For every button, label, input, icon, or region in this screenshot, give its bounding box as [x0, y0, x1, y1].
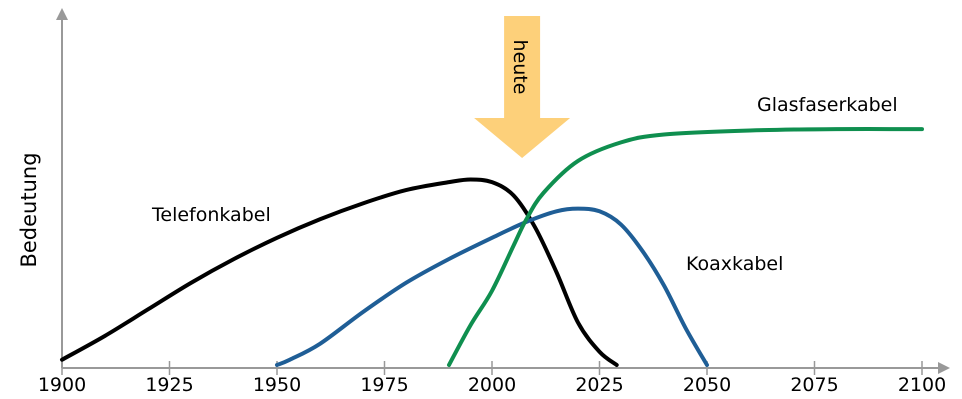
x-tick-label: 1900 [38, 374, 86, 396]
series-label-telefonkabel: Telefonkabel [151, 204, 271, 226]
x-tick-label: 1950 [253, 374, 301, 396]
y-axis-label: Bedeutung [17, 152, 41, 267]
x-axis-arrowhead [938, 362, 950, 374]
series-line-glasfaserkabel [447, 127, 924, 367]
x-tick-label: 1925 [145, 374, 193, 396]
heute-label: heute [509, 40, 531, 95]
series-label-glasfaserkabel: Glasfaserkabel [757, 94, 898, 116]
heute-arrow: heute [474, 16, 571, 158]
series-label-koaxkabel: Koaxkabel [686, 253, 783, 275]
x-tick-label: 2050 [683, 374, 731, 396]
series-lines [60, 127, 924, 367]
x-tick-label: 2075 [790, 374, 838, 396]
series-labels: Telefonkabel Koaxkabel Glasfaserkabel [151, 94, 898, 275]
x-tick-label: 2100 [898, 374, 946, 396]
series-line-telefonkabel [60, 177, 619, 367]
x-tick-label: 1975 [360, 374, 408, 396]
series-line-koaxkabel [275, 206, 709, 367]
axes: 1900 1925 1950 1975 2000 2025 2050 2075 2100 [38, 8, 950, 396]
y-axis-arrowhead [56, 8, 68, 20]
heute-arrow-shape [474, 16, 571, 158]
x-tick-label: 2025 [575, 374, 623, 396]
x-tick-label: 2000 [468, 374, 516, 396]
